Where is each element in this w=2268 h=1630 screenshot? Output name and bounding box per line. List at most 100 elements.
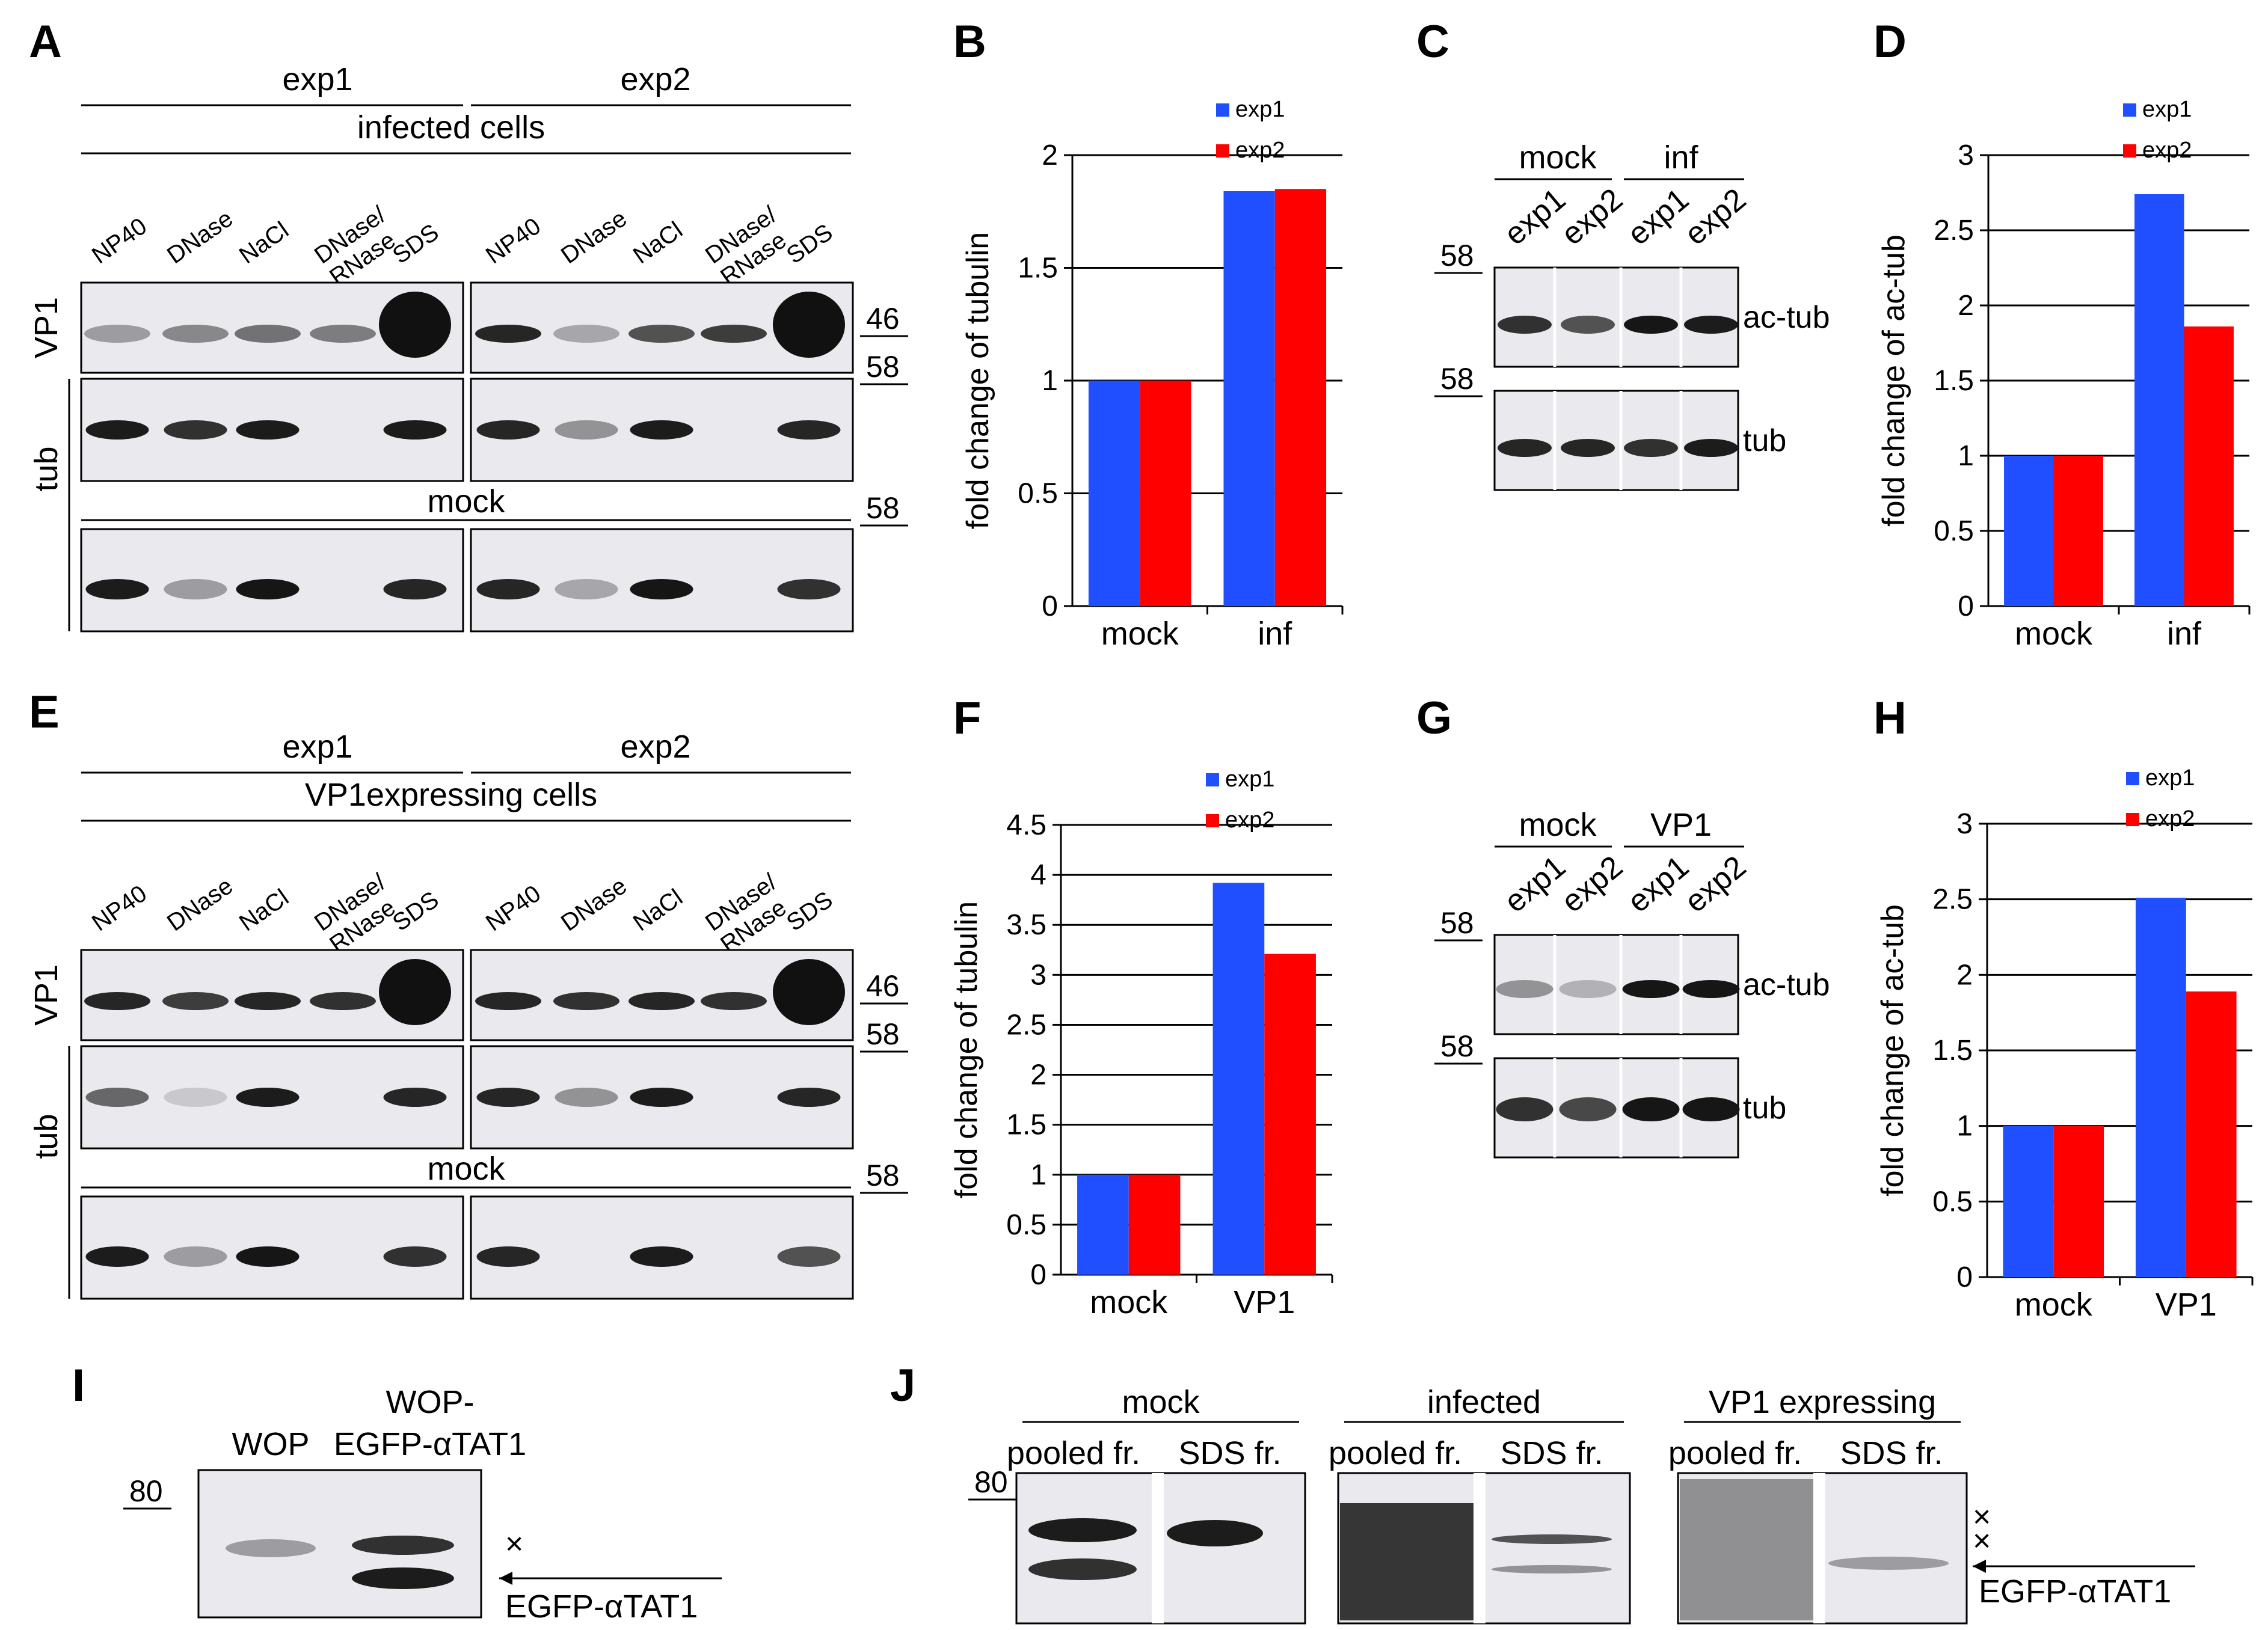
y-tick-label: 0.5	[1932, 1186, 1973, 1218]
vp1-band	[162, 992, 229, 1010]
y-tick-label: 0	[1042, 590, 1058, 622]
x-category-label: VP1	[1234, 1284, 1295, 1320]
mock-tub-band	[476, 579, 540, 599]
vp1-band	[235, 992, 301, 1010]
tub-band	[555, 420, 618, 440]
group-label-1: mock	[1519, 139, 1597, 176]
vp1-band	[701, 325, 767, 343]
bar-exp2-mock	[2053, 456, 2103, 606]
legend-swatch-exp1	[2123, 103, 2136, 117]
x-category-label: VP1	[2156, 1287, 2217, 1323]
lane-label-line: DNase	[162, 205, 238, 269]
tub-band	[236, 420, 300, 440]
ac-tub-band	[1561, 316, 1615, 334]
lane-label-line: NP40	[87, 213, 152, 269]
lane-label: NP40	[481, 880, 545, 936]
panel-letter-B: B	[953, 16, 986, 67]
lane-label-line: exp1	[1498, 849, 1572, 919]
y-tick-label: 1	[1956, 1111, 1973, 1142]
y-axis-label: fold change of tubulin	[949, 901, 984, 1198]
lane-label: NaCl	[235, 884, 293, 936]
legend-swatch-exp2	[1216, 144, 1229, 158]
vp1-smear	[379, 292, 451, 358]
lane-label: NaCl	[235, 216, 293, 269]
y-axis-label: fold change of ac-tub	[1876, 234, 1911, 527]
exp2-header: exp2	[620, 729, 690, 765]
y-tick-label: 3.5	[1006, 909, 1046, 941]
lane-label: NaCl	[628, 216, 687, 269]
lane-label: DNase/RNase	[701, 201, 797, 290]
tub-band	[476, 1088, 540, 1107]
tub-band	[383, 1088, 447, 1107]
bar-exp2-inf	[1274, 189, 1327, 606]
group-header: mock	[1122, 1384, 1200, 1420]
legend-label-exp1: exp1	[2142, 97, 2192, 122]
tub-band	[476, 420, 540, 440]
cells-header: VP1expressing cells	[305, 777, 597, 813]
group-header: infected	[1427, 1384, 1541, 1420]
y-tick-label: 0	[1030, 1259, 1046, 1291]
tub-band	[630, 1088, 693, 1107]
vp1-label: VP1	[28, 964, 64, 1026]
bar-exp1-mock	[1088, 381, 1140, 606]
tub-band	[85, 420, 149, 440]
arrow-head	[1973, 1560, 1986, 1573]
x-category-label: mock	[2015, 616, 2093, 652]
tub-band	[555, 1088, 618, 1107]
band	[1028, 1558, 1137, 1580]
nonspecific-mark: ×	[1973, 1500, 1991, 1534]
vp1-band	[701, 992, 767, 1010]
y-tick-label: 3	[1030, 959, 1046, 991]
pooled-label: pooled fr.	[1329, 1435, 1462, 1471]
lane-label: NP40	[481, 213, 545, 269]
lane-gap	[1152, 1473, 1164, 1623]
y-axis-label: fold change of tubulin	[960, 232, 995, 529]
lane-label: SDS	[388, 219, 444, 269]
exp1-header: exp1	[282, 61, 352, 97]
tub-band	[1684, 439, 1738, 457]
vp1-band	[162, 325, 229, 343]
y-tick-label: 2.5	[1932, 884, 1973, 916]
y-tick-label: 2	[1956, 959, 1973, 991]
mw-marker: 46	[866, 969, 900, 1003]
vp1-smear	[773, 959, 845, 1025]
mw-marker: 58	[866, 491, 900, 525]
y-tick-label: 1	[1958, 440, 1974, 472]
mock-label: mock	[427, 483, 505, 519]
bar-exp2-VP1	[2186, 991, 2237, 1277]
band	[1828, 1557, 1949, 1570]
lane-label-line: SDS	[388, 219, 444, 269]
legend-label-exp1: exp1	[1225, 767, 1274, 792]
lane-label-line: NaCl	[628, 884, 687, 936]
legend-swatch-exp1	[1206, 773, 1219, 786]
tub-label: tub	[1743, 1091, 1786, 1126]
y-tick-label: 3	[1956, 808, 1973, 840]
lane-label: DNase	[162, 205, 238, 269]
nonspecific-mark: ×	[505, 1527, 523, 1561]
lane-label: exp2	[1678, 849, 1753, 919]
legend-label-exp2: exp2	[1235, 138, 1285, 163]
mock-tub-band	[777, 1246, 841, 1267]
mock-label: mock	[427, 1151, 505, 1187]
lane-label: DNase	[556, 872, 632, 936]
lane-label: exp1	[1498, 849, 1572, 919]
band	[1492, 1565, 1612, 1573]
y-tick-label: 0.5	[1018, 478, 1058, 510]
bar-exp2-mock	[1128, 1174, 1181, 1275]
band	[1028, 1518, 1137, 1542]
vp1-band	[553, 325, 619, 343]
y-tick-label: 4.5	[1006, 809, 1046, 841]
tub-band	[1624, 439, 1678, 457]
mock-tub-band	[236, 1246, 300, 1267]
lane-label-line: exp2	[1678, 849, 1753, 919]
lane-label: NP40	[87, 880, 152, 936]
bar-exp1-mock	[1077, 1174, 1129, 1275]
band	[1167, 1520, 1263, 1546]
legend-swatch-exp2	[2123, 144, 2136, 158]
tub-band	[236, 1088, 300, 1107]
lane-label-line: NP40	[87, 880, 152, 936]
mock-tub-band	[383, 1246, 447, 1267]
legend-swatch-exp2	[2126, 813, 2139, 826]
legend-label-exp1: exp1	[1235, 97, 1285, 122]
pooled-label: pooled fr.	[1668, 1435, 1802, 1471]
